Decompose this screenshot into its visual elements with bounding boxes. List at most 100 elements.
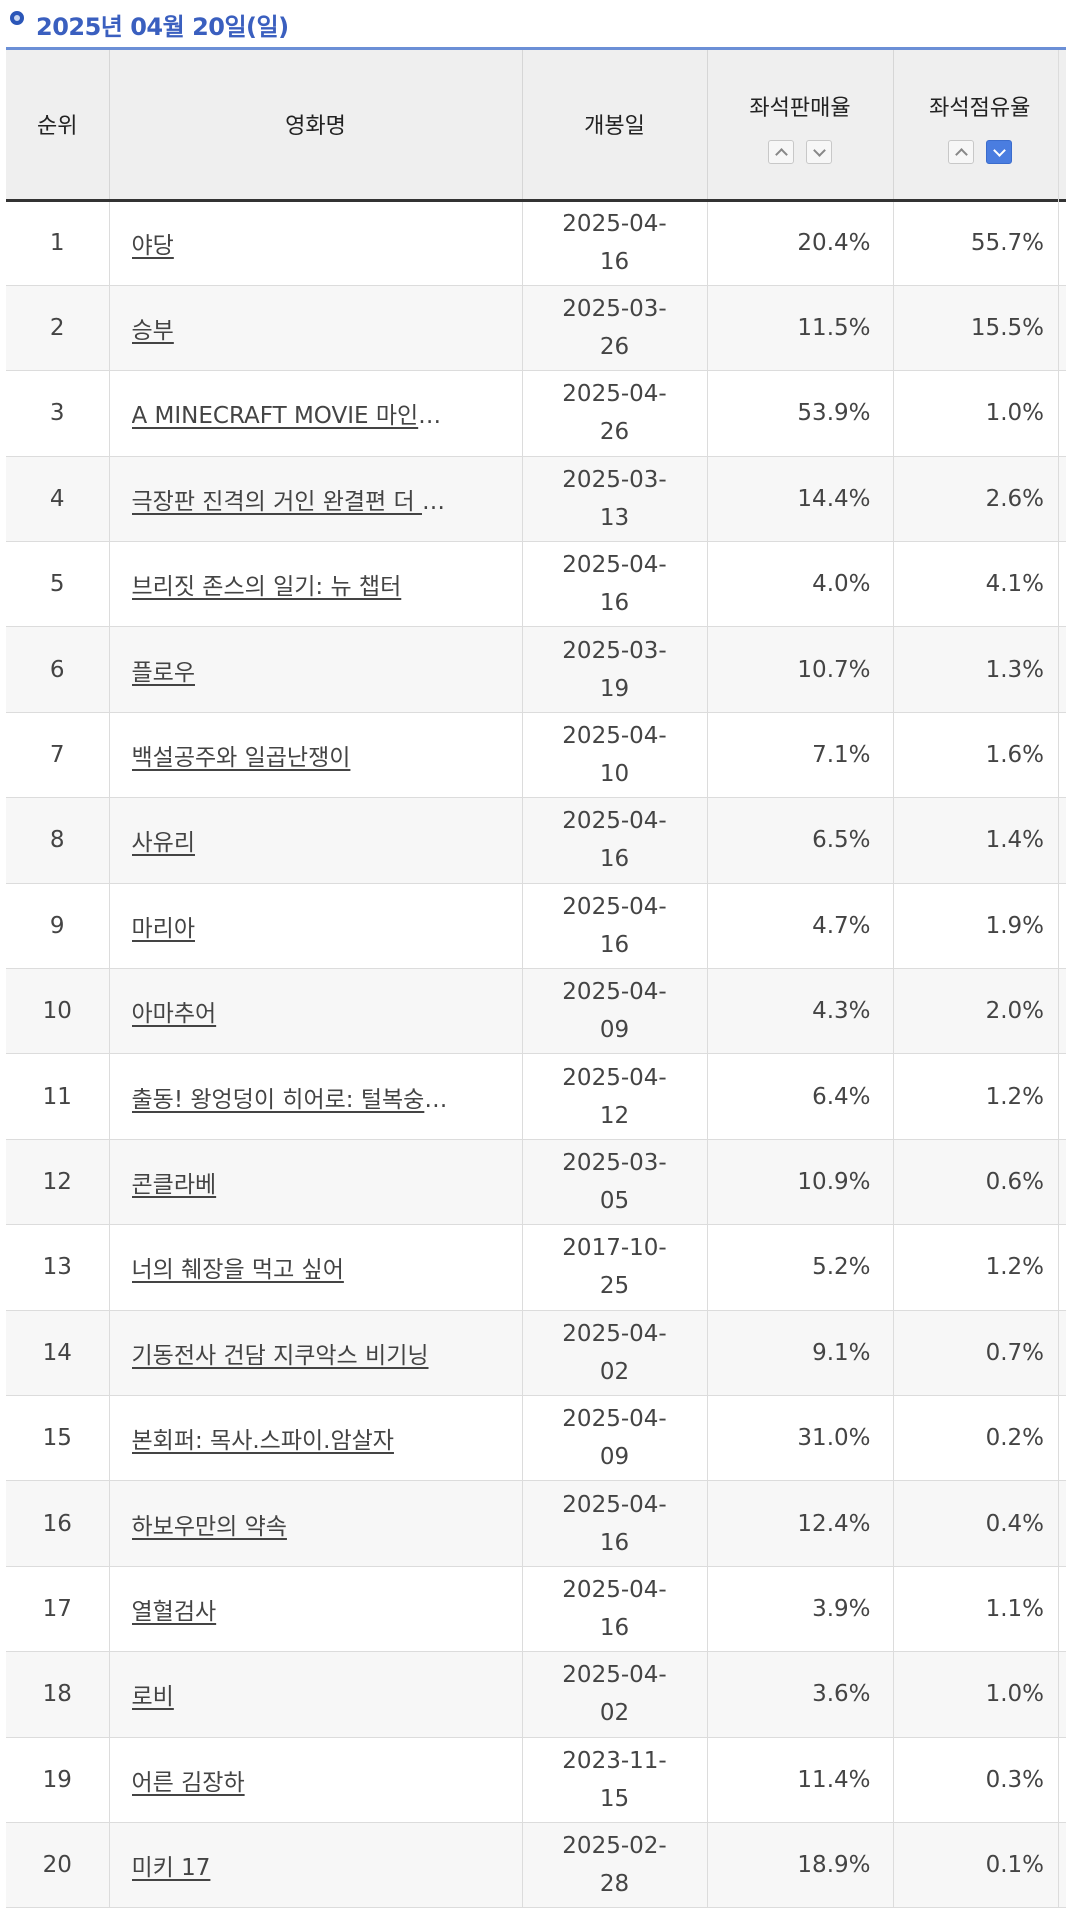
seat-share-rate-cell: 1.2% xyxy=(985,1254,1044,1281)
sort-asc-icon[interactable] xyxy=(947,140,974,165)
column-header-release: 개봉일 xyxy=(522,50,708,200)
seat-share-rate-cell: 1.3% xyxy=(985,656,1044,683)
rank-cell: 20 xyxy=(6,1822,110,1908)
movie-title-link[interactable]: 출동! 왕엉덩이 히어로: 털복숭이 꼬… xyxy=(131,1086,452,1113)
seat-share-rate-cell: 2.0% xyxy=(985,998,1044,1025)
movie-title-link[interactable]: 플로우 xyxy=(131,659,195,686)
release-date-cell: 2025-04-16 xyxy=(522,1480,708,1567)
seat-sales-rate-cell: 5.2% xyxy=(707,1224,894,1311)
seat-share-rate-cell: 1.1% xyxy=(985,1595,1044,1622)
rank-cell: 7 xyxy=(6,712,110,798)
table-row: 16 하보우만의 약속 2025-04-16 12.4% 0.4% xyxy=(6,1480,1066,1567)
rank-cell: 11 xyxy=(6,1053,110,1140)
release-date-cell: 2025-04-09 xyxy=(522,1395,708,1481)
movie-title-link[interactable]: 로비 xyxy=(131,1684,174,1711)
rank-cell: 9 xyxy=(6,883,110,969)
release-date-cell: 2025-04-12 xyxy=(522,1053,708,1140)
movie-title-link[interactable]: 미키 17 xyxy=(131,1855,211,1882)
rank-cell: 16 xyxy=(6,1480,110,1567)
title-cell: 사유리 xyxy=(109,797,523,884)
rank-cell: 2 xyxy=(6,285,110,371)
table-header-row: 순위 영화명 개봉일 좌석판매율 좌석점유율 xyxy=(6,50,1066,200)
seat-share-rate-cell: 1.4% xyxy=(985,827,1044,854)
release-date-cell: 2025-04-16 xyxy=(522,883,708,969)
release-date-cell: 2025-03-05 xyxy=(522,1139,708,1225)
rank-cell: 17 xyxy=(6,1566,110,1652)
table-row: 8 사유리 2025-04-16 6.5% 1.4% xyxy=(6,797,1066,884)
seat-share-rate-cell: 1.0% xyxy=(985,1681,1044,1708)
movie-title-link[interactable]: 승부 xyxy=(131,318,174,345)
rank-cell: 1 xyxy=(6,200,110,286)
movie-title-link[interactable]: 아마추어 xyxy=(131,1001,217,1028)
release-date-cell: 2025-03-26 xyxy=(522,285,708,371)
seat-sales-rate-cell: 7.1% xyxy=(707,712,894,798)
table-row: 3 A MINECRAFT MOVIE 마인크… 2025-04-26 53.9% 1.… xyxy=(6,370,1066,457)
table-right-edge xyxy=(1058,50,1059,1908)
table-row: 1 야당 2025-04-16 20.4% 55.7% xyxy=(6,200,1066,286)
release-date-cell: 2025-04-02 xyxy=(522,1651,708,1738)
seat-sales-rate-cell: 4.7% xyxy=(707,883,894,969)
date-header: 2025년 04월 20일(일) xyxy=(6,0,1066,50)
table-row: 11 출동! 왕엉덩이 히어로: 털복숭이 꼬… 2025-04-126.4% 1.2… xyxy=(6,1053,1066,1140)
release-date-cell: 2025-04-02 xyxy=(522,1310,708,1396)
movie-title-link[interactable]: 열혈검사 xyxy=(131,1598,217,1625)
movie-title-link[interactable]: 마리아 xyxy=(131,915,195,942)
movie-title-link[interactable]: 사유리 xyxy=(131,830,195,857)
seat-share-rate-cell: 55.7% xyxy=(970,230,1044,257)
title-cell: 로비 xyxy=(109,1651,523,1738)
title-cell: 아마추어 xyxy=(109,968,523,1054)
table-row: 18 로비 2025-04-02 3.6% 1.0% xyxy=(6,1651,1066,1738)
movie-title-link[interactable]: A MINECRAFT MOVIE 마인크… xyxy=(131,403,452,430)
movie-title-link[interactable]: 기동전사 건담 지쿠악스 비기닝 xyxy=(131,1342,429,1369)
title-cell: 열혈검사 xyxy=(109,1566,523,1652)
seat-sales-rate-cell: 10.9% xyxy=(707,1139,894,1225)
sort-asc-icon[interactable] xyxy=(768,140,794,165)
table-row: 19 어른 김장하 2023-11-15 11.4% 0.3% xyxy=(6,1737,1066,1823)
movie-title-link[interactable]: 백설공주와 일곱난쟁이 xyxy=(131,745,351,772)
title-cell: 승부 xyxy=(109,285,523,371)
release-date-cell: 2025-04-10 xyxy=(522,712,708,798)
column-header-title: 영화명 xyxy=(109,50,523,200)
title-cell: 콘클라베 xyxy=(109,1139,523,1225)
seat-sales-rate-cell: 31.0% xyxy=(707,1395,894,1481)
title-cell: 출동! 왕엉덩이 히어로: 털복숭이 꼬… xyxy=(109,1053,523,1140)
seat-share-rate-cell: 0.1% xyxy=(985,1852,1044,1879)
title-cell: A MINECRAFT MOVIE 마인크… xyxy=(109,370,523,457)
movie-title-link[interactable]: 브리짓 존스의 일기: 뉴 챕터 xyxy=(131,574,402,601)
table-row: 13 너의 췌장을 먹고 싶어 2017-10-25 5.2% 1.2% xyxy=(6,1224,1066,1311)
rank-cell: 5 xyxy=(6,541,110,627)
seat-share-rate-cell: 1.6% xyxy=(985,742,1044,769)
column-header-share-rate: 좌석점유율 xyxy=(893,50,1066,200)
table-row: 5 브리짓 존스의 일기: 뉴 챕터 2025-04-16 4.0% 4.1% xyxy=(6,541,1066,627)
title-cell: 백설공주와 일곱난쟁이 xyxy=(109,712,523,798)
table-row: 7 백설공주와 일곱난쟁이 2025-04-10 7.1% 1.6% xyxy=(6,712,1066,798)
movie-title-link[interactable]: 하보우만의 약속 xyxy=(131,1513,287,1540)
movie-title-link[interactable]: 콘클라베 xyxy=(131,1171,217,1198)
title-cell: 미키 17 xyxy=(109,1822,523,1908)
seat-share-rate-cell: 1.9% xyxy=(985,912,1044,939)
sort-desc-active-icon[interactable] xyxy=(985,140,1012,165)
movie-title-link[interactable]: 너의 췌장을 먹고 싶어 xyxy=(131,1257,344,1284)
seat-share-rate-cell: 2.6% xyxy=(985,485,1044,512)
seat-share-rate-cell: 0.6% xyxy=(985,1168,1044,1195)
release-date-cell: 2025-04-16 xyxy=(522,797,708,884)
table-row: 14 기동전사 건담 지쿠악스 비기닝 2025-04-02 9.1% 0.7% xyxy=(6,1310,1066,1396)
seat-share-rate-cell: 0.2% xyxy=(985,1425,1044,1452)
page-title: 2025년 04월 20일(일) xyxy=(36,13,289,41)
release-date-cell: 2025-04-16 xyxy=(522,541,708,627)
release-date-cell: 2025-03-13 xyxy=(522,456,708,542)
column-header-rank: 순위 xyxy=(6,50,110,200)
release-date-cell: 2025-04-16 xyxy=(522,200,708,286)
rank-cell: 4 xyxy=(6,456,110,542)
movie-title-link[interactable]: 어른 김장하 xyxy=(131,1769,245,1796)
sort-desc-icon[interactable] xyxy=(806,140,832,165)
movie-title-link[interactable]: 야당 xyxy=(131,233,174,260)
seat-sales-rate-cell: 4.0% xyxy=(707,541,894,627)
release-date-cell: 2025-04-09 xyxy=(522,968,708,1054)
seat-share-rate-cell: 1.0% xyxy=(985,400,1044,427)
seat-sales-rate-cell: 18.9% xyxy=(707,1822,894,1908)
seat-sales-rate-cell: 10.7% xyxy=(707,626,894,713)
movie-title-link[interactable]: 극장판 진격의 거인 완결편 더 라스… xyxy=(131,488,452,515)
movie-title-link[interactable]: 본회퍼: 목사.스파이.암살자 xyxy=(131,1428,394,1455)
seat-sales-rate-cell: 11.5% xyxy=(707,285,894,371)
